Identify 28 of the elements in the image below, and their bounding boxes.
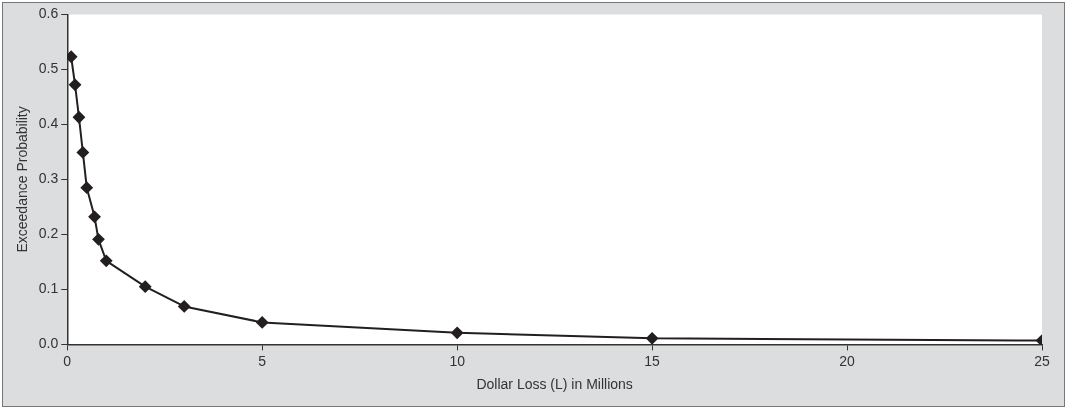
- y-tick-label: 0.4: [38, 115, 59, 132]
- y-tick-label: 0.1: [38, 280, 59, 297]
- point: [139, 280, 152, 293]
- y-tick-label: 0.2: [38, 225, 59, 242]
- point: [88, 210, 101, 223]
- point: [69, 78, 82, 91]
- point: [646, 332, 659, 345]
- point: [100, 254, 113, 267]
- y-axis-title: Exceedance Probability: [14, 106, 31, 253]
- point: [80, 181, 93, 194]
- x-tick-label: 20: [839, 352, 856, 369]
- point: [72, 111, 85, 124]
- y-tick-label: 0.6: [38, 5, 59, 22]
- x-tick-label: 25: [1034, 352, 1050, 369]
- point: [76, 146, 89, 159]
- point: [451, 326, 464, 339]
- point: [67, 50, 78, 63]
- y-tick-label: 0.3: [38, 170, 59, 187]
- x-tick-label: 0: [63, 352, 72, 369]
- y-tick-label: 0.0: [38, 335, 59, 352]
- x-tick-label: 15: [644, 352, 661, 369]
- y-tick-label: 0.5: [38, 60, 59, 77]
- point: [92, 233, 105, 246]
- point: [256, 316, 269, 329]
- point: [178, 300, 191, 313]
- x-axis-title: Dollar Loss (L) in Millions: [476, 376, 633, 393]
- x-tick-label: 5: [258, 352, 267, 369]
- x-tick-label: 10: [449, 352, 466, 369]
